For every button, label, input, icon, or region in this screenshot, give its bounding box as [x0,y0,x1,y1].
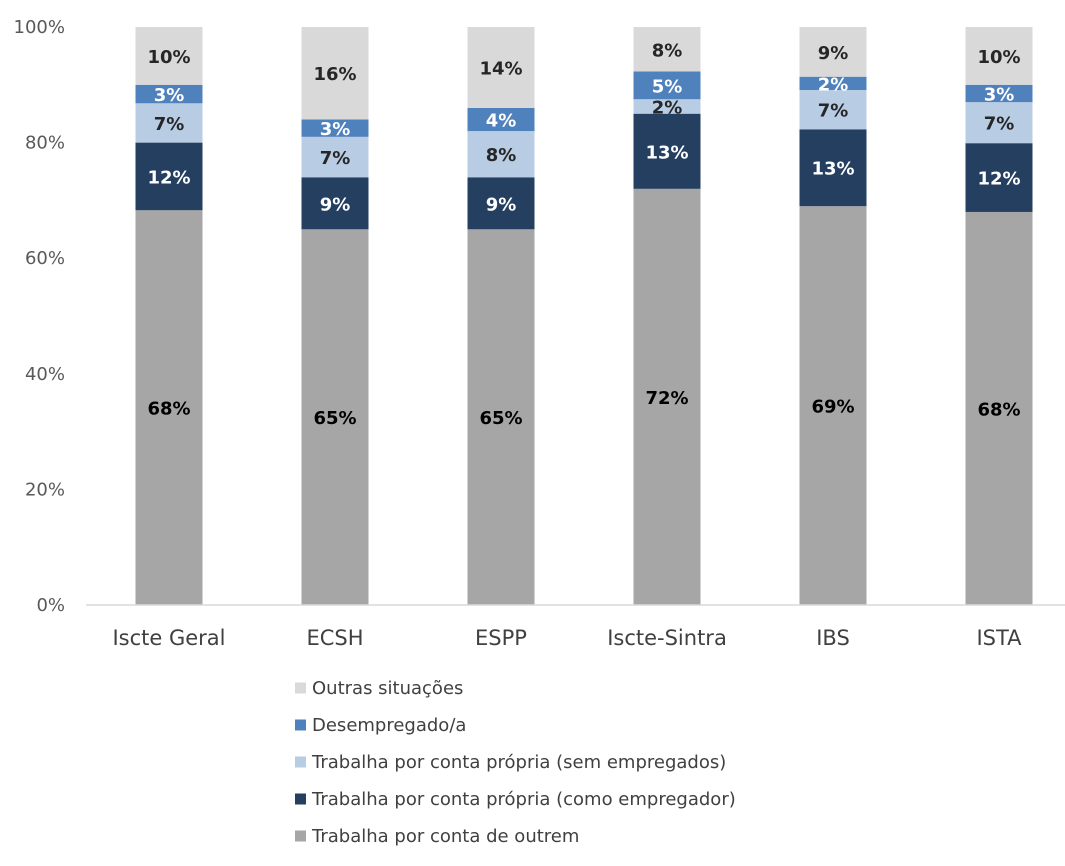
y-axis: 0% 20% 40% 60% 80% 100% [14,17,65,616]
data-label: 8% [652,40,683,61]
data-label: 8% [486,145,517,166]
data-label: 7% [984,114,1015,135]
data-label: 3% [320,119,351,140]
y-tick-label: 20% [25,479,65,500]
data-label: 12% [977,169,1020,190]
data-label: 16% [313,64,356,85]
y-tick-label: 80% [25,133,65,154]
bar-segment [467,107,535,132]
x-category-label: IBS [816,626,850,650]
bar-segment [467,27,535,108]
bar-segment [633,113,701,189]
bar-segment [135,142,203,211]
data-label: 65% [313,408,356,429]
legend-swatch [295,756,306,768]
bar-segment [135,27,203,85]
data-label: 72% [645,388,688,409]
data-label: 3% [154,85,185,106]
bar-segment [301,119,369,137]
data-label: 69% [811,397,854,418]
bar-segment [965,211,1033,605]
y-tick-label: 100% [14,17,65,38]
bar-segment [135,84,203,104]
data-label: 4% [486,110,517,131]
bar-segment [965,143,1033,212]
bar-segment [633,27,701,72]
data-label: 2% [818,74,849,95]
y-tick-label: 40% [25,364,65,385]
data-label: 3% [984,84,1015,105]
bar-segment [965,27,1033,85]
data-label: 68% [147,399,190,420]
data-label: 13% [645,142,688,163]
data-label: 7% [320,148,351,169]
data-label: 68% [977,399,1020,420]
data-label: 7% [154,114,185,135]
data-label: 7% [818,101,849,122]
bar-segment [301,229,369,606]
data-label: 14% [479,58,522,79]
bar-segment [633,99,701,114]
bar-segment [301,136,369,178]
bar-segment [799,27,867,77]
y-tick-label: 60% [25,248,65,269]
legend-swatch [295,682,306,694]
bar-segment [467,229,535,606]
bar-segment [799,206,867,605]
bar-segment [799,90,867,130]
bars [135,27,1033,606]
bar-segment [467,131,535,178]
x-category-label: ESPP [475,626,527,650]
legend-swatch [295,830,306,842]
legend-label: Trabalha por conta própria (como emprega… [311,789,736,810]
bar-segment [301,27,369,120]
data-label: 2% [652,97,683,118]
legend-swatch [295,719,306,731]
data-label: 65% [479,408,522,429]
legend-label: Trabalha por conta própria (sem empregad… [311,752,726,773]
legend-label: Desempregado/a [312,715,466,736]
x-category-label: ISTA [976,626,1022,650]
data-label: 9% [818,43,849,64]
data-label: 9% [486,194,517,215]
bar-segment [135,103,203,143]
data-labels: 68% 12% 7% 3% 10% 65% 9% 7% 3% 16% 65% 9% 8% 4% 14% 72%… [147,40,1020,429]
bar-segment [633,71,701,100]
bar-segment [135,210,203,605]
data-label: 13% [811,159,854,180]
y-tick-label: 0% [36,595,65,616]
x-category-label: ECSH [306,626,363,650]
data-label: 10% [977,47,1020,68]
x-category-label: Iscte Geral [112,626,225,650]
bar-segment [965,102,1033,144]
bar-segment [799,76,867,91]
bar-segment [799,129,867,207]
legend: Outras situações Desempregado/a Trabalha p… [295,678,736,847]
x-axis: Iscte Geral ECSH ESPP Iscte-Sintra IBS ISTA [112,626,1022,650]
legend-swatch [295,793,306,805]
bar-segment [467,177,535,230]
data-label: 5% [652,76,683,97]
bar-segment [633,188,701,605]
x-category-label: Iscte-Sintra [607,626,727,650]
data-label: 10% [147,47,190,68]
bar-segment [965,84,1033,103]
legend-label: Trabalha por conta de outrem [311,826,579,847]
data-label: 9% [320,194,351,215]
bar-segment [301,177,369,230]
data-label: 12% [147,167,190,188]
legend-label: Outras situações [312,678,463,699]
